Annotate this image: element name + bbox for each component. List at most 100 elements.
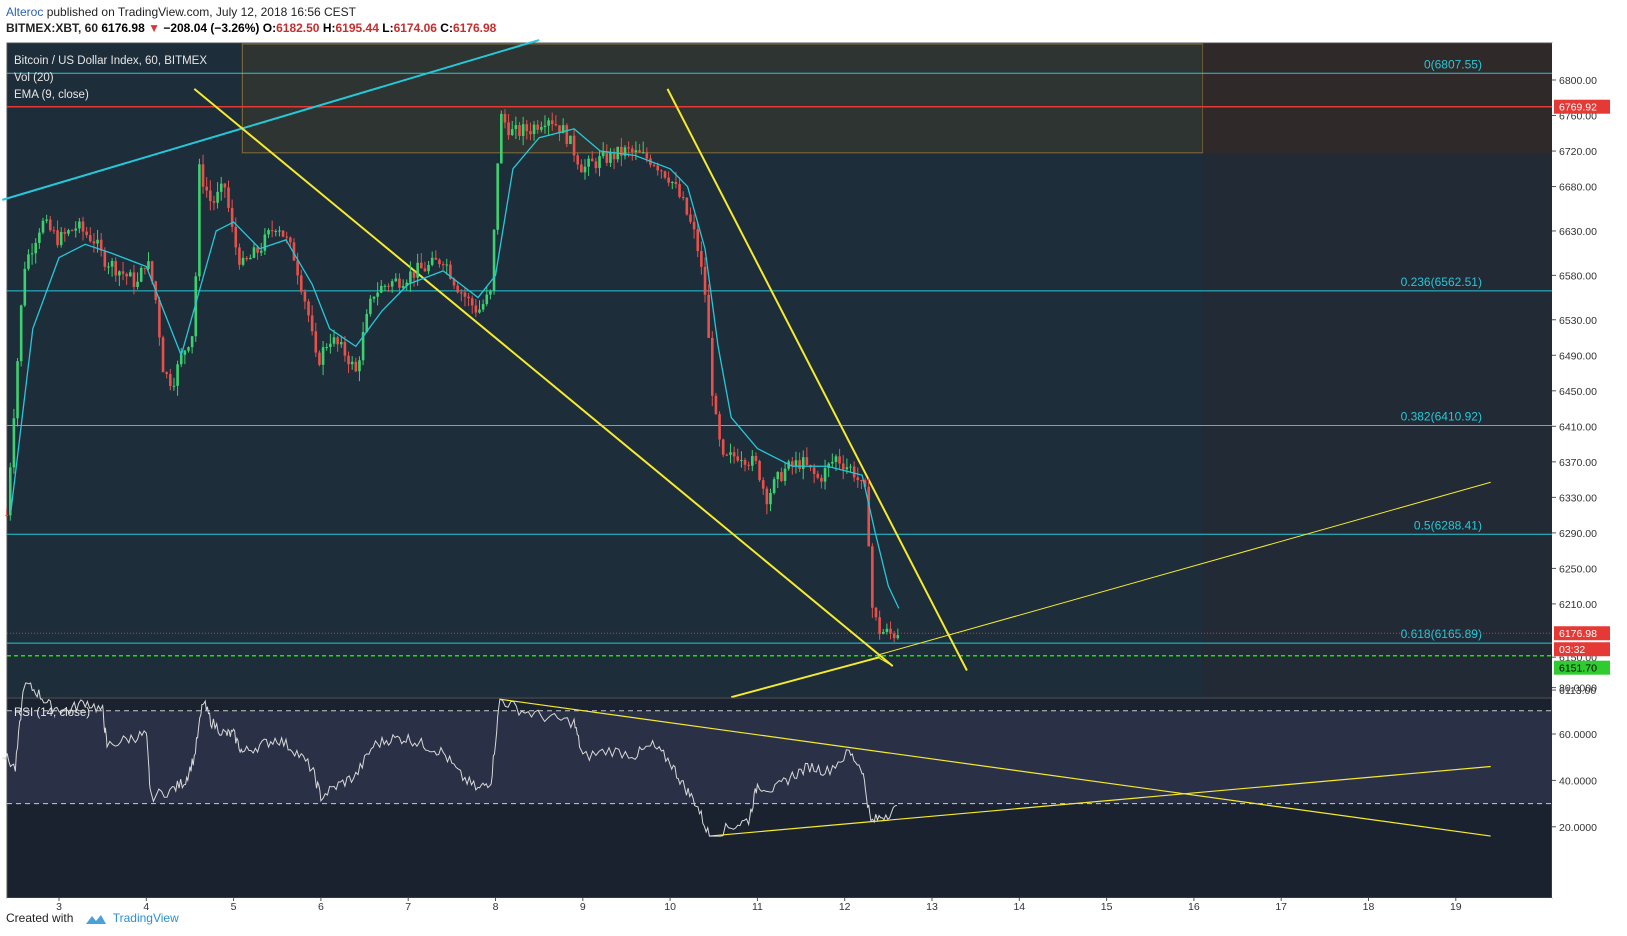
x-axis-area[interactable]	[7, 898, 1552, 912]
candle-body	[754, 455, 758, 461]
tradingview-logo-icon	[85, 914, 106, 924]
candle-body	[667, 177, 670, 183]
candle-body	[689, 214, 692, 222]
date-tick-label: 16	[1188, 901, 1200, 913]
candle-body	[252, 247, 256, 258]
price-tick-label: 6410.00	[1559, 421, 1597, 433]
candle-body	[427, 264, 430, 272]
rsi-tick-label: 60.0000	[1559, 729, 1597, 741]
candle-body	[620, 146, 623, 156]
candle-body	[136, 281, 139, 287]
candle-body	[405, 282, 409, 286]
candle-body	[219, 183, 223, 192]
candle-body	[896, 635, 900, 639]
candle-body	[383, 285, 387, 287]
candle-body	[212, 201, 216, 203]
candle-body	[885, 628, 889, 632]
price-change: −208.04 (−3.26%)	[163, 21, 260, 35]
candle-body	[707, 294, 710, 338]
candle-body	[652, 164, 656, 166]
candle-body	[740, 459, 743, 461]
candle-body	[409, 271, 412, 283]
down-arrow-icon: ▼	[148, 21, 160, 35]
legend-title: Bitcoin / US Dollar Index, 60, BITMEX	[14, 55, 207, 67]
ema-polyline	[10, 128, 900, 609]
candle-body	[249, 257, 252, 260]
candle-body	[732, 452, 736, 457]
candle-body	[805, 457, 809, 465]
candle-body	[521, 124, 525, 136]
candle-body	[685, 197, 689, 215]
candle-body	[329, 343, 332, 348]
candle-body	[460, 292, 463, 294]
candle-body	[485, 294, 489, 305]
candle-body	[56, 230, 59, 246]
date-tick-label: 5	[231, 901, 237, 913]
ema-line	[10, 128, 900, 609]
candle-body	[234, 226, 238, 248]
rsi-tick-label: 40.0000	[1559, 775, 1597, 787]
date-tick-label: 6	[318, 901, 324, 913]
candle-body	[463, 292, 467, 297]
candle-body	[201, 164, 205, 187]
price-tick-label: 6680.00	[1559, 182, 1597, 194]
candle-body	[12, 418, 16, 468]
date-tick-label: 12	[839, 901, 851, 913]
candle-body	[165, 372, 168, 375]
candle-body	[8, 467, 12, 516]
candle-body	[419, 262, 423, 269]
candle-body	[216, 191, 219, 203]
candle-body	[656, 165, 660, 171]
candle-body	[452, 278, 456, 286]
candle-body	[500, 113, 503, 164]
candle-body	[834, 456, 838, 462]
candle-body	[583, 166, 587, 173]
candle-body	[514, 125, 518, 130]
y-axis-area[interactable]	[1552, 43, 1627, 898]
trendline	[879, 481, 1491, 656]
candle-body	[849, 466, 852, 468]
date-tick-label: 18	[1363, 901, 1375, 913]
candle-body	[96, 239, 99, 244]
candle-body	[714, 395, 718, 415]
candle-body	[81, 221, 85, 232]
candle-body	[107, 266, 110, 268]
support-badge	[1554, 660, 1610, 675]
y-axis-labels: 6113.006150.006210.006250.006290.006330.…	[1552, 75, 1610, 834]
rsi-tick-label: 80.0000	[1559, 683, 1597, 695]
fib-level-label: 0.618(6165.89)	[1401, 627, 1482, 641]
candle-body	[729, 452, 732, 455]
candle-body	[103, 250, 107, 267]
candle-body	[41, 220, 45, 233]
candle-body	[598, 156, 601, 169]
candle-body	[34, 242, 38, 254]
candle-body	[223, 183, 227, 188]
trendline	[1, 39, 540, 201]
candle-body	[820, 477, 823, 482]
rsi-line	[2, 682, 898, 837]
x-axis-labels: 3 4 5 6 7 8 9 10 11 12 13 14 15 16 17 18 19	[56, 898, 1462, 913]
candle-body	[492, 229, 496, 291]
footer-brand-link[interactable]: TradingView	[112, 911, 179, 925]
candle-body	[481, 304, 485, 310]
price-tick-label: 6370.00	[1559, 457, 1597, 469]
candle-body	[125, 273, 128, 277]
candle-body	[161, 337, 165, 373]
candle-body	[605, 151, 609, 163]
candle-body	[780, 472, 783, 481]
candle-body	[423, 268, 427, 272]
candle-body	[169, 374, 172, 386]
candle-body	[609, 151, 612, 163]
fib-retracement[interactable]: 0(6807.55) 0.236(6562.51) 0.382(6410.92) 0.…	[7, 57, 1552, 657]
candle-body	[503, 113, 507, 123]
candle-body	[354, 361, 358, 372]
candle-body	[310, 315, 314, 332]
candle-body	[292, 242, 296, 261]
rsi-trendlines[interactable]	[499, 698, 1491, 837]
trendlines[interactable]	[1, 39, 1491, 699]
low-label: L:	[382, 21, 394, 35]
candle-body	[776, 472, 780, 480]
fib-level-label: 0.236(6562.51)	[1401, 275, 1482, 289]
author-link[interactable]: Alteroc	[6, 5, 44, 19]
